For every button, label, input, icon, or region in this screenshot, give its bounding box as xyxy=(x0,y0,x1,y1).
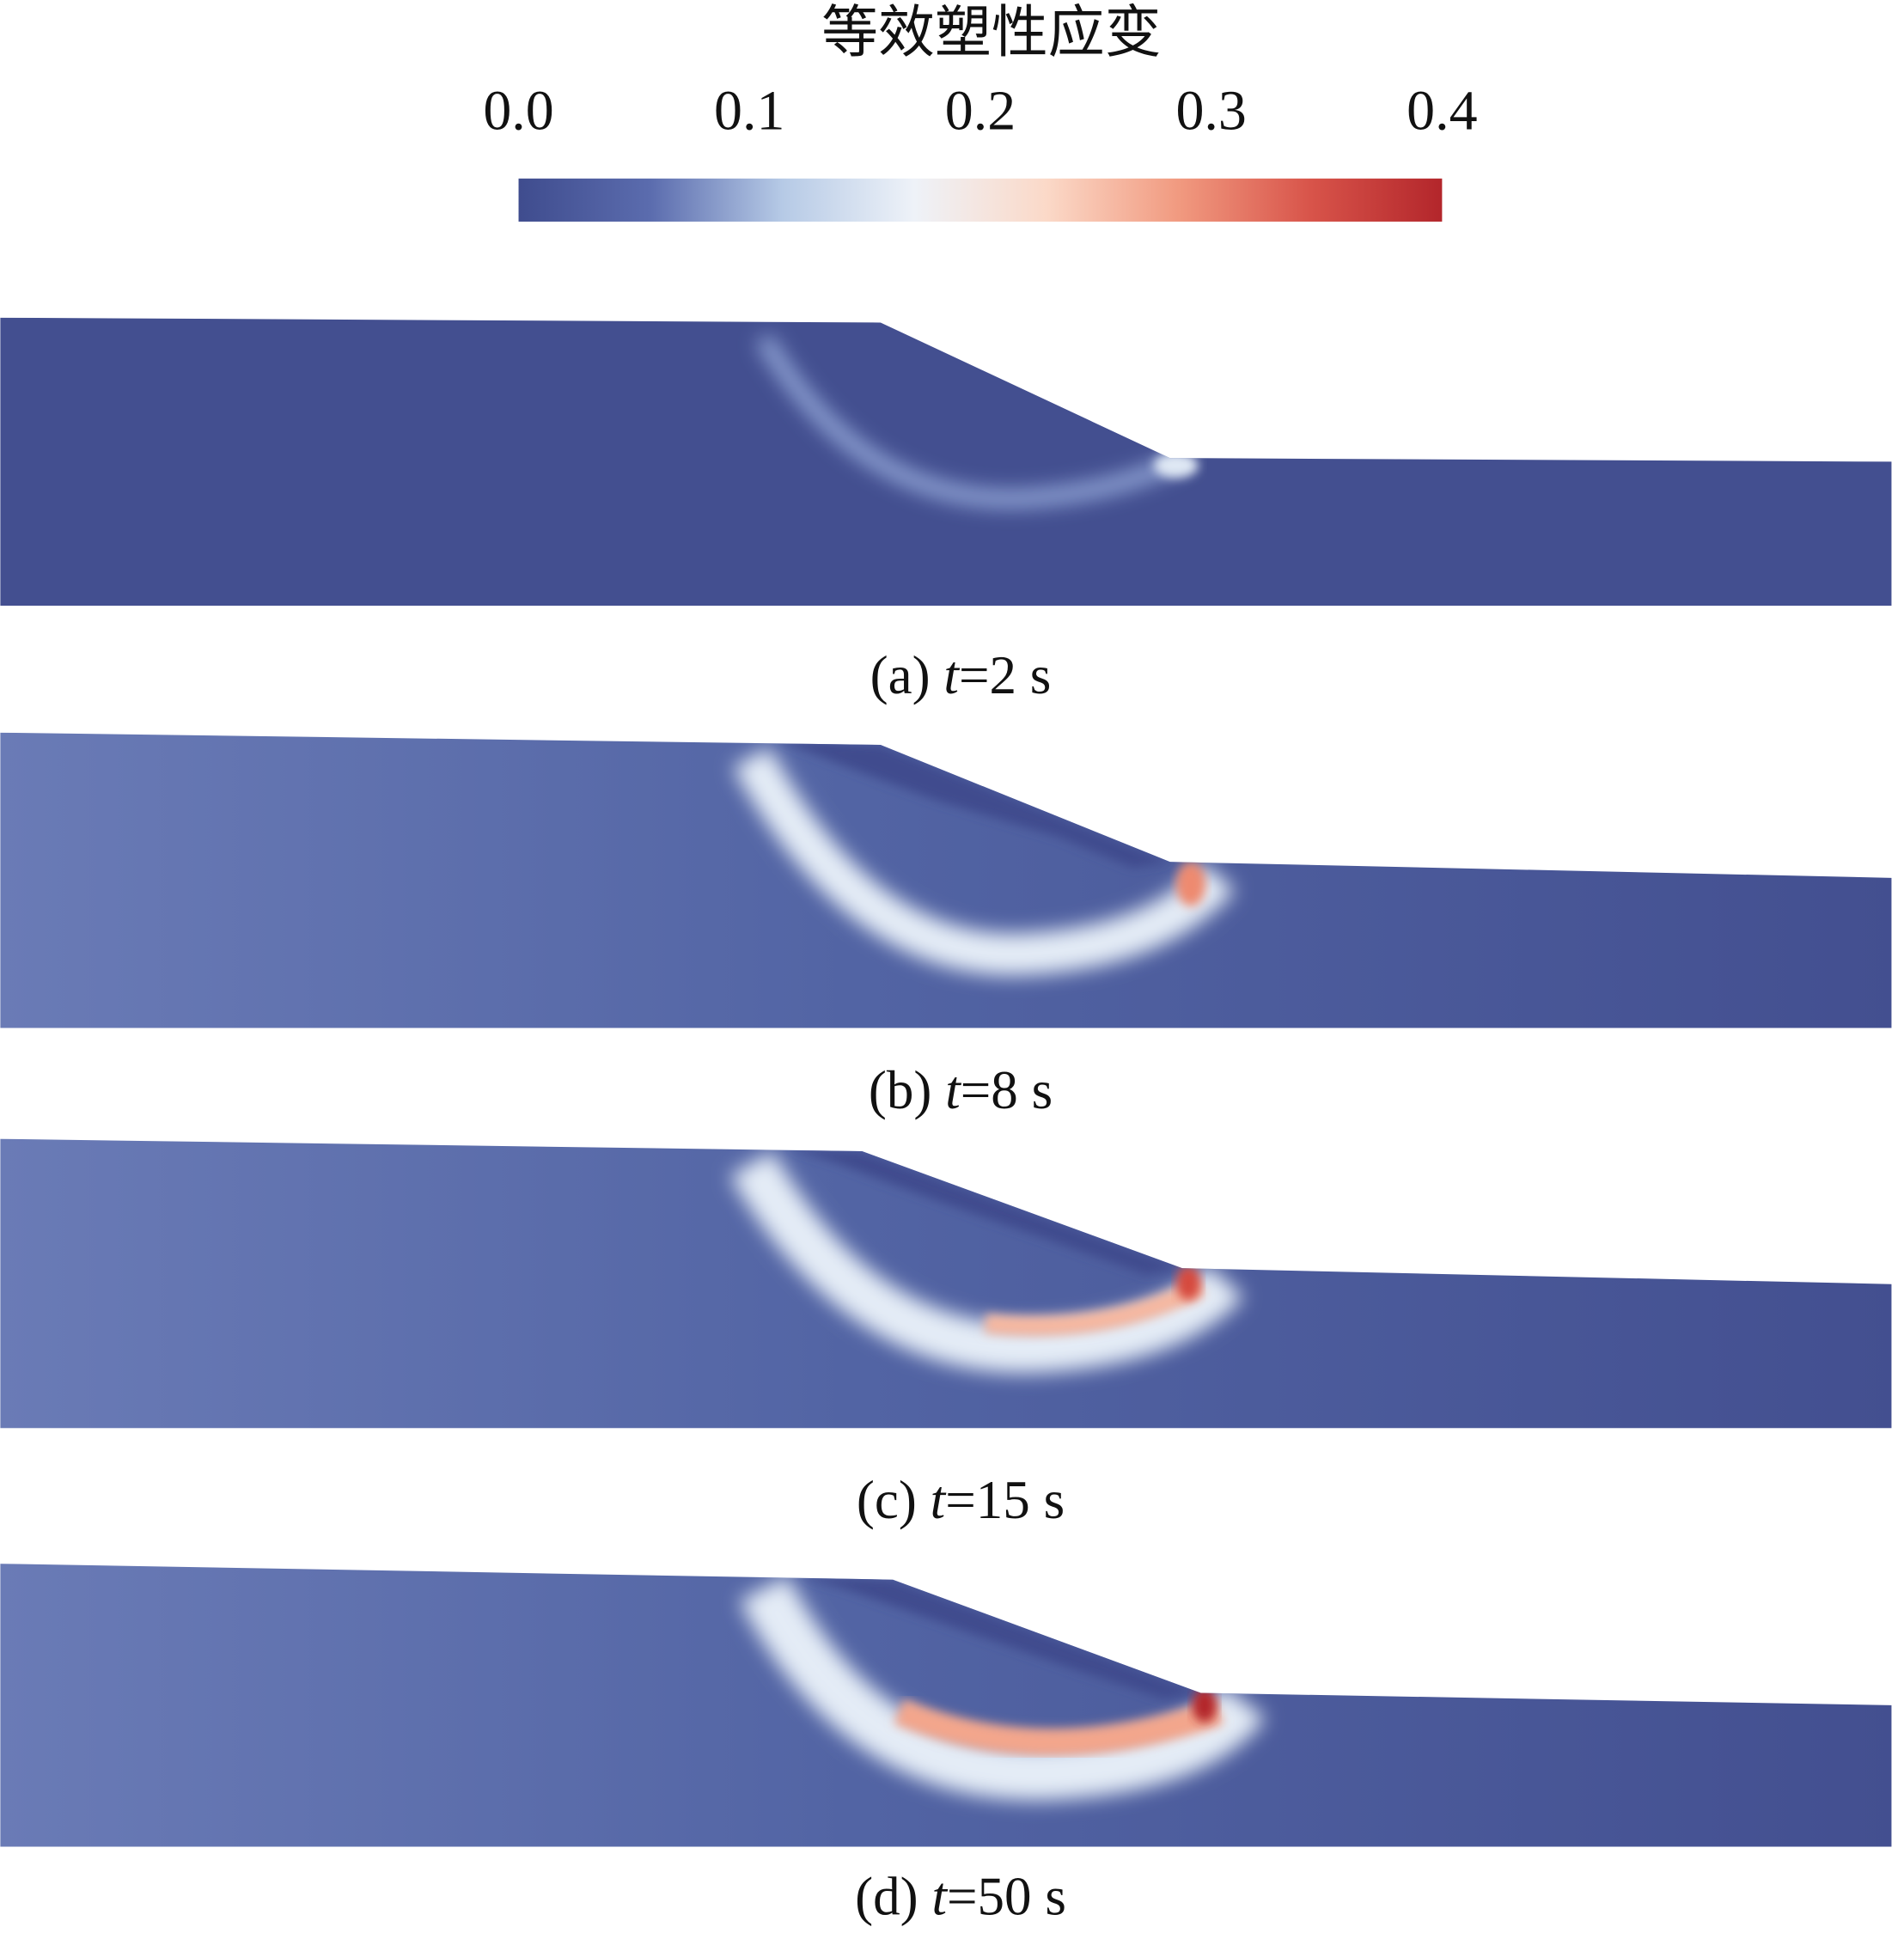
colorbar xyxy=(518,178,1443,222)
panel-c xyxy=(0,1138,1892,1429)
sliding-block xyxy=(776,738,1170,869)
caption: (d) t=50 s xyxy=(855,1867,1066,1927)
panel-b xyxy=(0,732,1892,1028)
shear-band xyxy=(733,747,1236,976)
strain-spot xyxy=(1154,453,1199,479)
tick-label: 0.3 xyxy=(1175,79,1246,142)
caption: (c) t=15 s xyxy=(857,1470,1065,1530)
red-band xyxy=(894,1698,1224,1756)
panel-a xyxy=(0,317,1892,607)
shear-band xyxy=(739,1576,1266,1801)
sliding-block xyxy=(800,1576,1201,1699)
strain-spot xyxy=(1175,862,1206,906)
sliding-block xyxy=(788,1147,1182,1275)
shear-band xyxy=(756,333,1187,508)
tick-label: 0.1 xyxy=(714,79,784,142)
colorbar-ticks: 0.0 0.1 0.2 0.3 0.4 xyxy=(483,79,1477,142)
strain-spot xyxy=(1192,1687,1217,1723)
field xyxy=(0,1138,1892,1429)
tick-label: 0.0 xyxy=(483,79,553,142)
tick-label: 0.2 xyxy=(945,79,1016,142)
tick-label: 0.4 xyxy=(1407,79,1477,142)
strain-spot xyxy=(1175,1265,1201,1301)
caption: (b) t=8 s xyxy=(869,1060,1053,1120)
red-band xyxy=(984,1277,1205,1336)
field xyxy=(0,317,1892,607)
caption: (a) t=2 s xyxy=(870,645,1052,705)
colorbar-title: 等效塑性应变 xyxy=(821,0,1161,65)
shear-band xyxy=(729,1150,1244,1374)
panel-d xyxy=(0,1564,1892,1847)
